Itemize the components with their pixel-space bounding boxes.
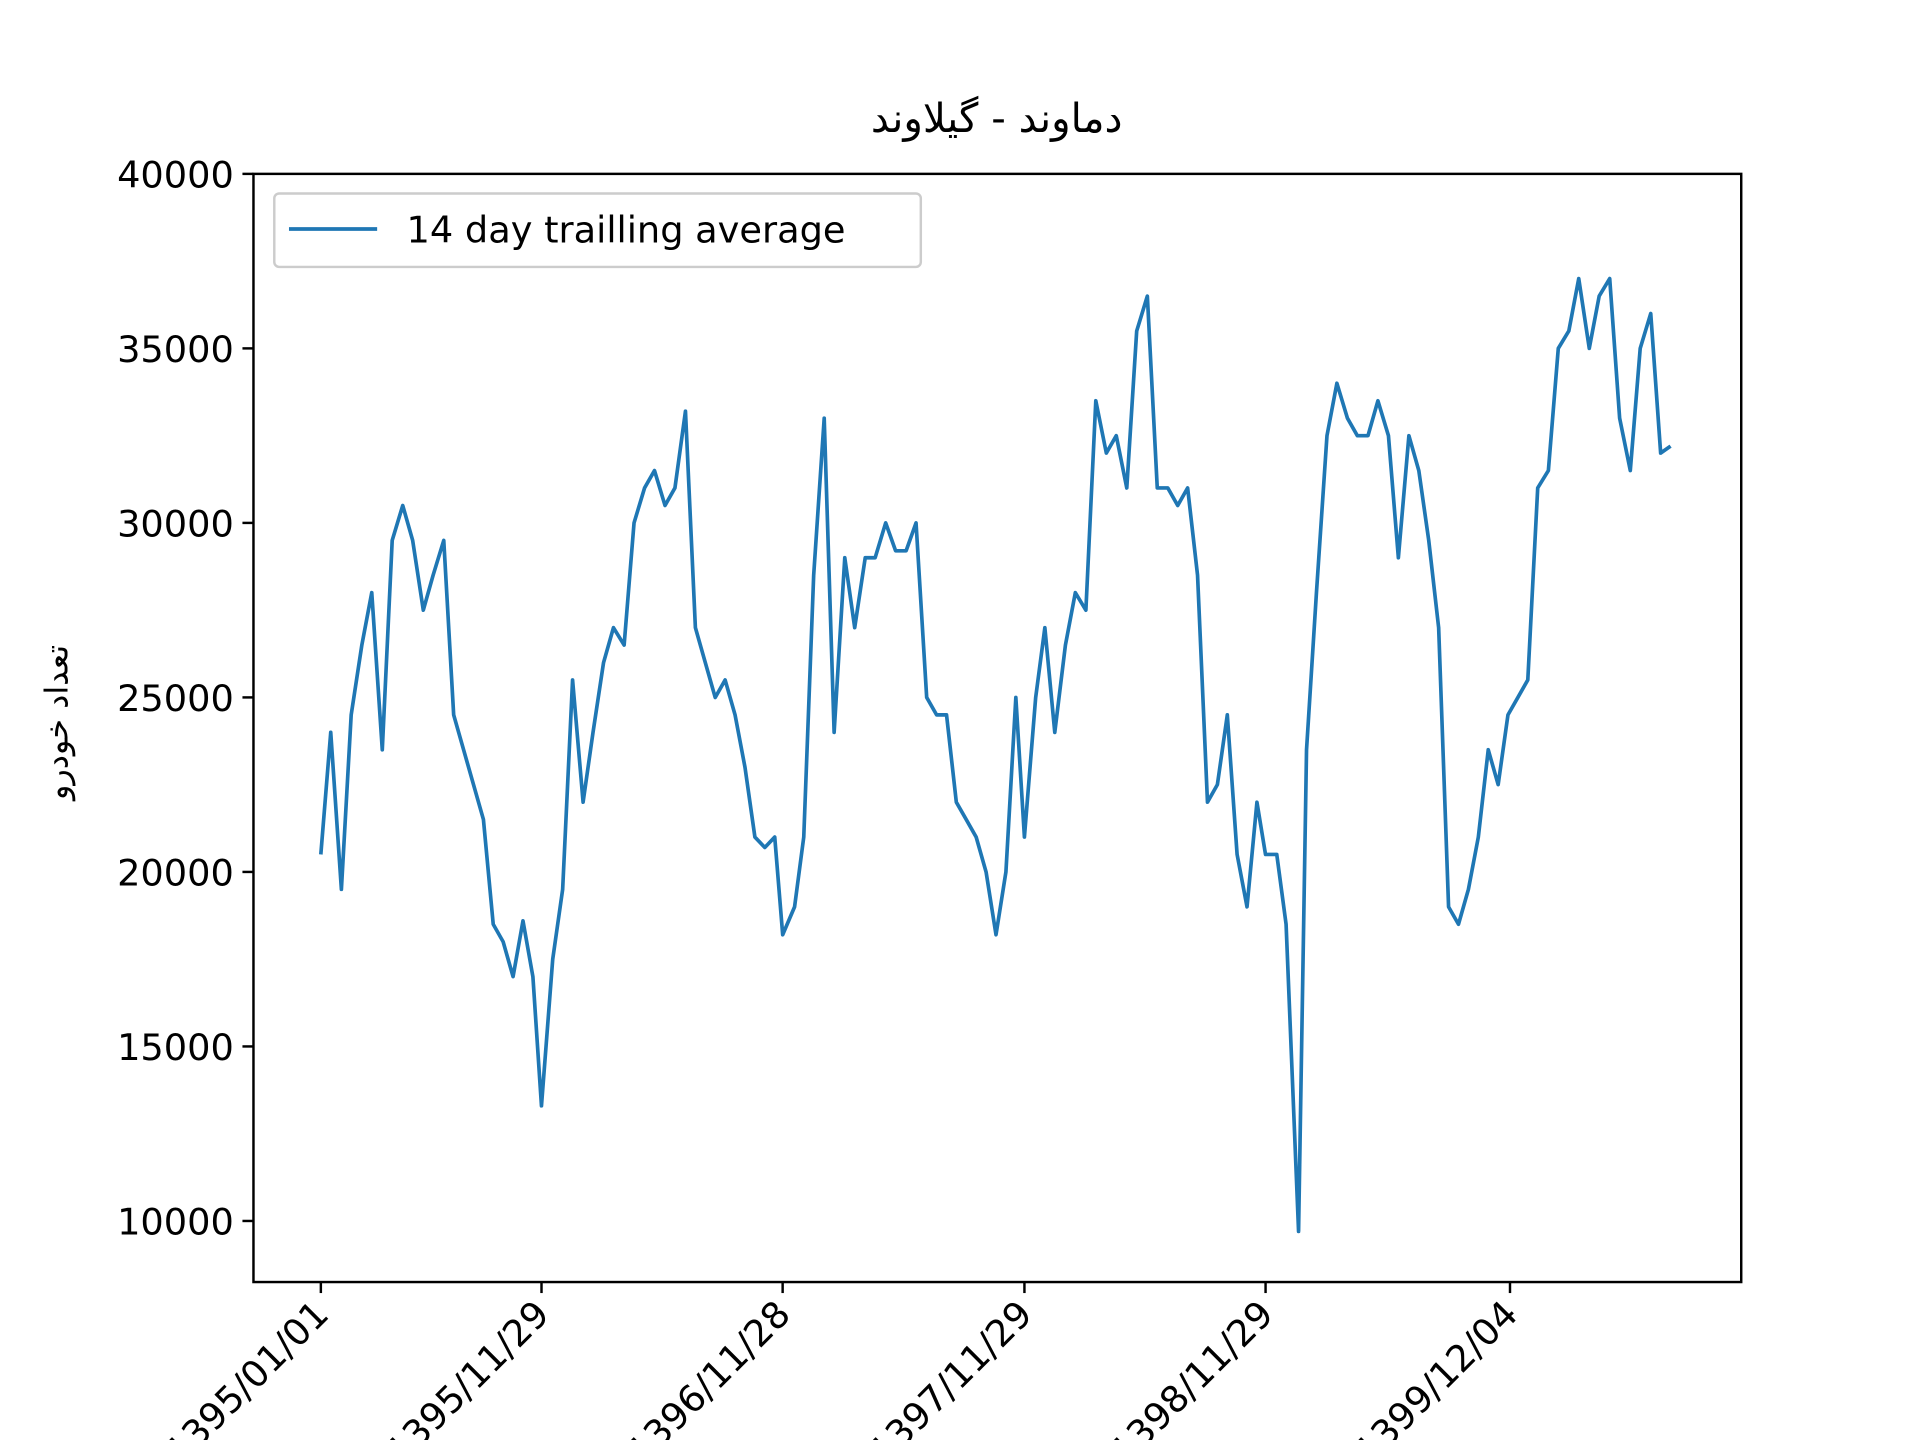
x-tick-label: 1399/12/04: [1346, 1292, 1526, 1440]
y-tick-label: 15000: [117, 1026, 234, 1069]
y-tick-label: 10000: [117, 1200, 234, 1243]
x-tick-label: 1395/11/29: [378, 1292, 558, 1440]
y-tick-label: 25000: [117, 677, 234, 720]
plot-frame: [252, 172, 1743, 1284]
x-tick-label: 1395/01/01: [157, 1292, 337, 1440]
legend-box: [273, 192, 923, 269]
x-tick-label: 1397/11/29: [861, 1292, 1041, 1440]
y-tick-label: 35000: [117, 328, 234, 371]
y-axis-label: تعداد خودرو: [37, 645, 75, 802]
x-tick-label: 1396/11/28: [619, 1292, 799, 1440]
legend-label: 14 day trailling average: [407, 208, 846, 251]
chart-title: دماوند - گیلاوند: [871, 94, 1123, 142]
y-tick-label: 30000: [117, 502, 234, 545]
x-tick-label: 1398/11/29: [1102, 1292, 1282, 1440]
legend: 14 day trailling average: [273, 192, 923, 269]
y-tick-label: 40000: [117, 153, 234, 196]
data-line: [318, 276, 1672, 1234]
y-tick-label: 20000: [117, 851, 234, 894]
